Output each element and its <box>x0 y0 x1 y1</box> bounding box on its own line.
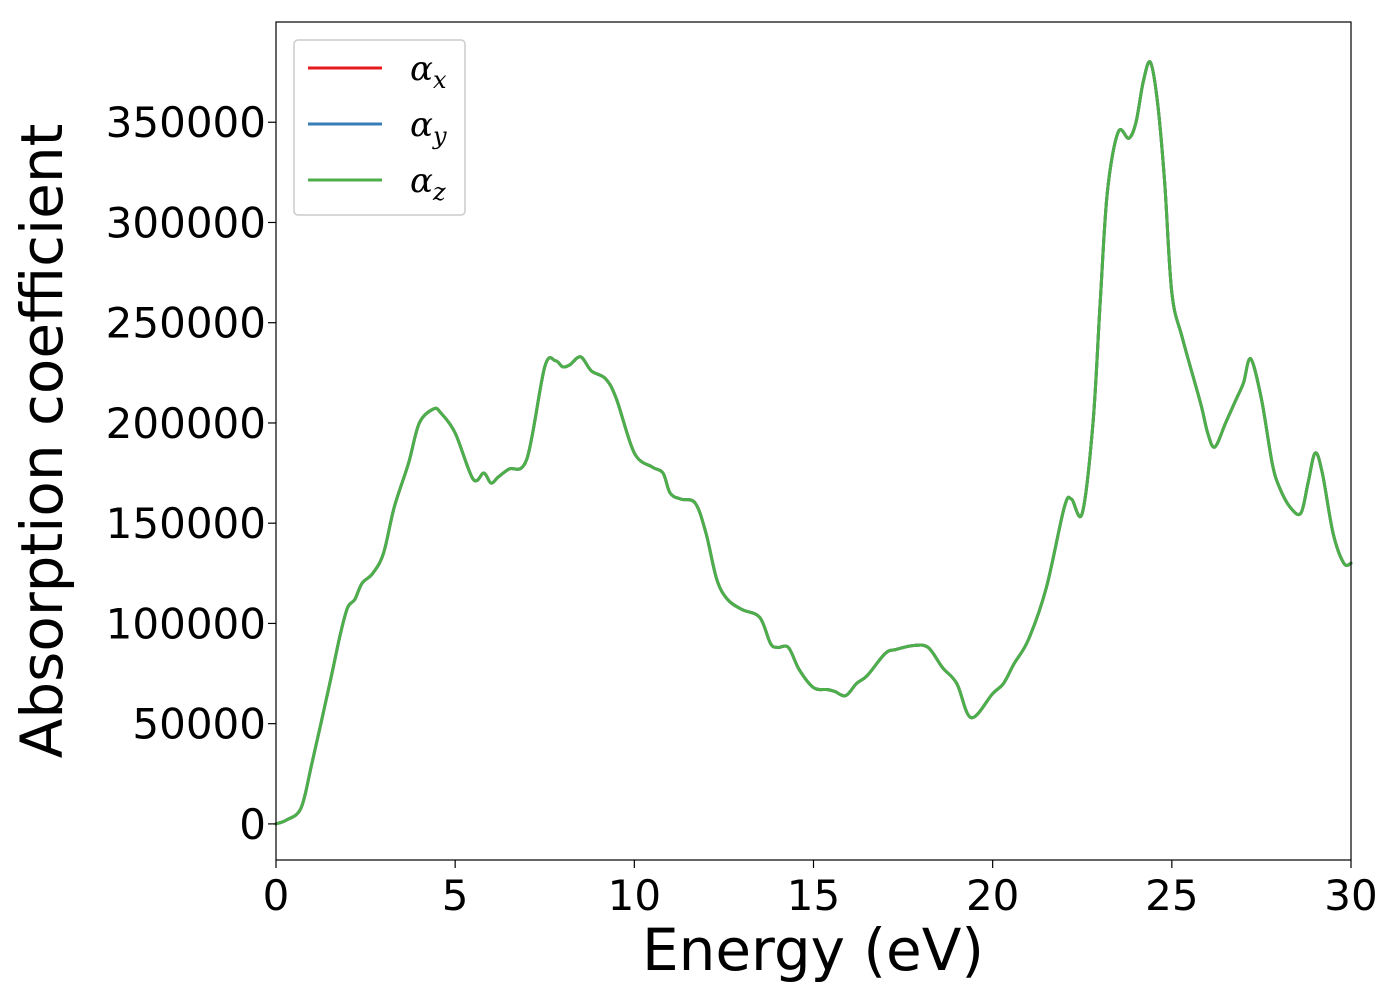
y-tick-label: 100000 <box>106 599 266 648</box>
x-tick-label: 30 <box>1324 871 1377 920</box>
legend-label-z: αz <box>410 161 446 206</box>
legend-label-x: αx <box>410 49 447 94</box>
x-tick-label: 0 <box>263 871 290 920</box>
x-tick-label: 15 <box>787 871 840 920</box>
y-tick-label: 350000 <box>106 98 266 147</box>
y-tick-label: 300000 <box>106 198 266 247</box>
y-tick-label: 150000 <box>106 499 266 548</box>
x-tick-label: 10 <box>608 871 661 920</box>
legend-label-y: αy <box>410 105 447 150</box>
x-axis-ticks: 0 5 10 15 20 25 30 <box>263 860 1378 920</box>
y-tick-label: 0 <box>239 800 266 849</box>
series-line-z <box>274 60 1353 826</box>
legend: αx αy αz <box>293 39 466 216</box>
y-tick-label: 250000 <box>106 299 266 348</box>
x-tick-label: 20 <box>966 871 1019 920</box>
y-tick-label: 50000 <box>132 700 266 749</box>
series-lines <box>274 60 1353 826</box>
y-tick-label: 200000 <box>106 399 266 448</box>
x-axis-label: Energy (eV) <box>642 916 984 984</box>
x-tick-label: 25 <box>1145 871 1198 920</box>
y-axis-ticks: 0 50000 100000 150000 200000 250000 300000 3500… <box>106 98 276 849</box>
x-tick-label: 5 <box>442 871 469 920</box>
y-axis-label: Absorption coefficient <box>8 124 76 759</box>
legend-box <box>293 39 466 216</box>
